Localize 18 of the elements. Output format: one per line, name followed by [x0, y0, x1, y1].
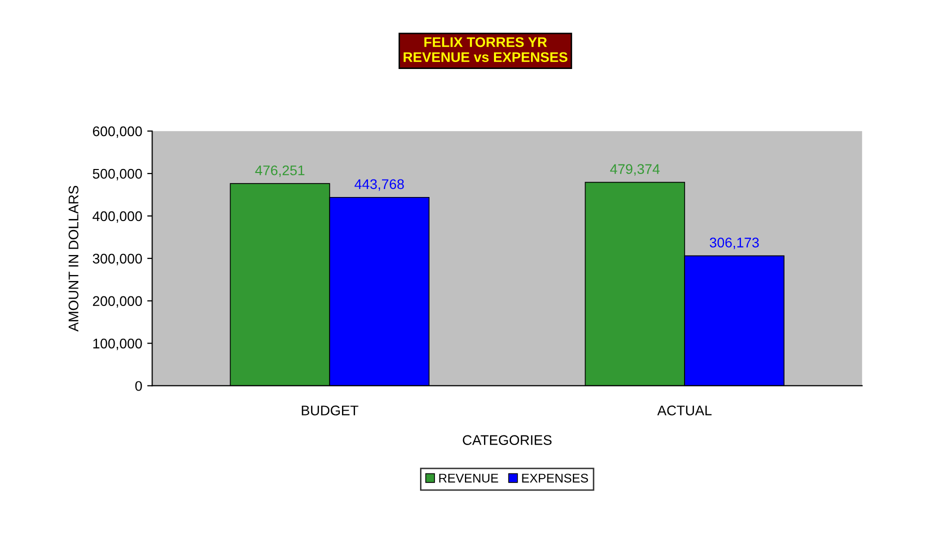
y-tick-label: 500,000 — [92, 168, 142, 180]
chart-title: FELIX TORRES YR REVENUE vs EXPENSES — [404, 37, 568, 62]
legend-label: EXPENSES — [522, 474, 588, 483]
x-axis-title: CATEGORIES — [462, 435, 552, 445]
x-tick-label: ACTUAL — [657, 406, 712, 416]
y-tick-label: 200,000 — [92, 296, 142, 308]
y-tick-label: 0 — [135, 381, 142, 391]
legend-label: REVENUE — [439, 474, 498, 483]
data-label: 443,768 — [354, 179, 404, 191]
y-axis-title: AMOUNT IN DOLLARS — [68, 186, 78, 332]
y-tick-label: 400,000 — [92, 211, 142, 223]
data-label: 479,374 — [610, 164, 660, 176]
y-tick-label: 300,000 — [92, 254, 142, 266]
y-tick-label: 600,000 — [92, 126, 142, 138]
y-tick-label: 100,000 — [93, 338, 142, 350]
x-tick-label: BUDGET — [302, 406, 358, 416]
data-label: 306,173 — [710, 238, 759, 250]
data-label: 476,251 — [255, 165, 304, 177]
